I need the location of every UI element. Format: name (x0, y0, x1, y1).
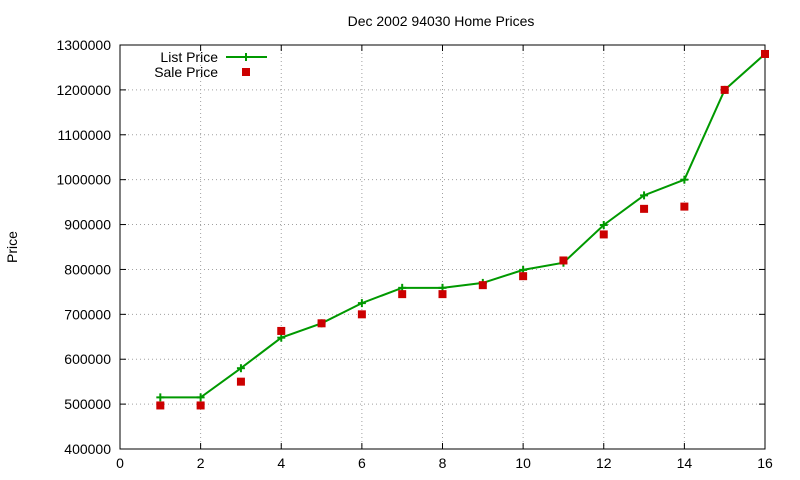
list-price-point (640, 191, 649, 200)
legend-swatch-square (242, 68, 250, 76)
y-tick-label: 800000 (64, 261, 111, 277)
x-tick-label: 2 (197, 455, 205, 471)
sale-price-point (196, 401, 205, 410)
sale-price-point (478, 281, 487, 290)
sale-price-point (156, 401, 165, 410)
sale-price-point (519, 272, 528, 281)
list-price-point (196, 393, 205, 402)
list-price-point (156, 393, 165, 402)
x-tick-label: 4 (277, 455, 285, 471)
y-tick-label: 500000 (64, 396, 111, 412)
sale-price-point (720, 85, 729, 94)
sale-price-point (398, 290, 407, 299)
sale-price-point (357, 310, 366, 319)
y-tick-label: 600000 (64, 351, 111, 367)
legend-label: Sale Price (154, 64, 218, 80)
sale-price-point (236, 377, 245, 386)
list-price-series (156, 49, 769, 402)
y-axis-label: Price (4, 231, 20, 263)
y-tick-label: 1100000 (58, 127, 112, 143)
sale-price-point (317, 319, 326, 328)
legend-label: List Price (160, 49, 218, 65)
grid (120, 45, 765, 449)
sale-price-point (438, 290, 447, 299)
sale-price-point (277, 326, 286, 335)
y-tick-label: 1000000 (56, 172, 111, 188)
chart-title: Dec 2002 94030 Home Prices (348, 13, 535, 29)
list-price-point (357, 299, 366, 308)
x-tick-label: 10 (515, 455, 531, 471)
sale-price-point (599, 230, 608, 239)
sale-price-point (680, 202, 689, 211)
list-price-point (680, 175, 689, 184)
sale-price-point (559, 256, 568, 265)
legend-item-list-price: List Price (160, 49, 267, 65)
x-tick-label: 6 (358, 455, 366, 471)
y-tick-label: 1200000 (56, 82, 111, 98)
sale-price-point (761, 49, 769, 58)
list-price-line (160, 53, 766, 399)
legend-item-sale-price: Sale Price (154, 64, 250, 80)
legend-swatch-cross (242, 53, 250, 61)
list-price-point (277, 333, 286, 342)
sale-price-point (640, 204, 649, 213)
x-tick-label: 14 (677, 455, 693, 471)
x-tick-label: 16 (757, 455, 773, 471)
list-price-point (599, 221, 608, 230)
y-tick-label: 1300000 (56, 37, 111, 53)
axis-ticks: 0 2 4 6 8 10 12 14 16 400000 500000 600000 700000 800… (56, 37, 773, 471)
y-tick-label: 400000 (64, 441, 111, 457)
x-tick-label: 12 (596, 455, 612, 471)
sale-price-series (156, 49, 769, 410)
x-tick-label: 0 (116, 455, 124, 471)
x-tick-label: 8 (439, 455, 447, 471)
list-price-point (236, 364, 245, 373)
y-tick-label: 700000 (64, 306, 111, 322)
series (156, 49, 769, 410)
y-tick-label: 900000 (64, 217, 111, 233)
